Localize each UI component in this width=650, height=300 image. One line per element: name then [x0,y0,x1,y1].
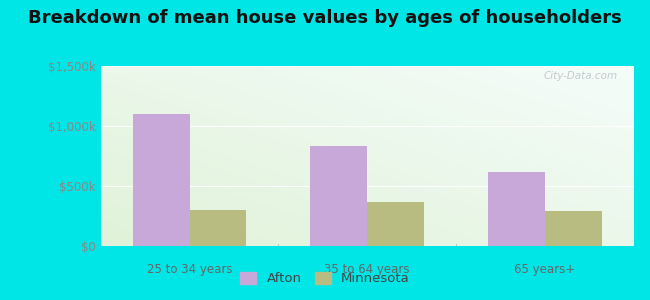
Text: City-Data.com: City-Data.com [543,71,618,81]
Text: Breakdown of mean house values by ages of householders: Breakdown of mean house values by ages o… [28,9,622,27]
Bar [545,211,602,246]
Bar [133,114,190,246]
Legend: Afton, Minnesota: Afton, Minnesota [235,266,415,290]
Text: 35 to 64 years: 35 to 64 years [324,262,410,275]
Bar [367,202,424,246]
Text: 65 years+: 65 years+ [514,262,575,275]
Text: 25 to 34 years: 25 to 34 years [147,262,232,275]
Bar [488,172,545,246]
Bar [311,146,367,246]
Bar [190,210,246,246]
